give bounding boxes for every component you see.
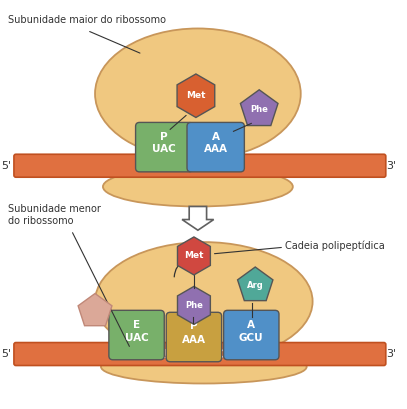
Text: Phe: Phe [185,301,203,310]
Text: 5': 5' [1,349,11,359]
Text: P: P [190,321,198,331]
FancyBboxPatch shape [14,343,386,366]
Polygon shape [78,294,112,326]
Text: Cadeia polipeptídica: Cadeia polipeptídica [285,241,385,251]
Polygon shape [177,237,210,275]
Text: AAA: AAA [182,335,206,345]
Text: Met: Met [184,252,204,261]
FancyBboxPatch shape [166,312,222,362]
Text: Arg: Arg [247,281,264,290]
Text: AUGUUUCGA: AUGUUUCGA [155,348,244,360]
FancyBboxPatch shape [223,310,279,360]
FancyBboxPatch shape [136,122,193,172]
Ellipse shape [95,29,301,159]
Polygon shape [182,207,214,230]
Text: 5': 5' [1,161,11,171]
Polygon shape [177,286,210,324]
Text: 3': 3' [387,161,397,171]
Polygon shape [238,267,273,301]
Text: 3': 3' [387,349,397,359]
Ellipse shape [103,167,293,207]
Text: E: E [133,320,140,330]
Text: AUGUUUCGA: AUGUUUCGA [155,159,244,172]
Text: UAC: UAC [152,144,176,154]
Text: Subunidade maior do ribossomo: Subunidade maior do ribossomo [8,15,166,25]
Text: UAC: UAC [125,333,149,343]
Ellipse shape [95,242,313,361]
Polygon shape [241,90,278,126]
FancyBboxPatch shape [14,154,386,177]
Text: Met: Met [186,91,206,100]
Text: A: A [247,320,255,330]
Text: AAA: AAA [204,144,228,154]
Polygon shape [177,74,215,117]
Text: Phe: Phe [250,105,268,114]
Text: A: A [212,132,220,142]
Text: Subunidade menor
do ribossomo: Subunidade menor do ribossomo [8,204,101,226]
Text: GCU: GCU [239,333,264,343]
FancyBboxPatch shape [109,310,164,360]
Text: P: P [160,132,168,142]
Ellipse shape [101,350,306,384]
FancyBboxPatch shape [187,122,244,172]
